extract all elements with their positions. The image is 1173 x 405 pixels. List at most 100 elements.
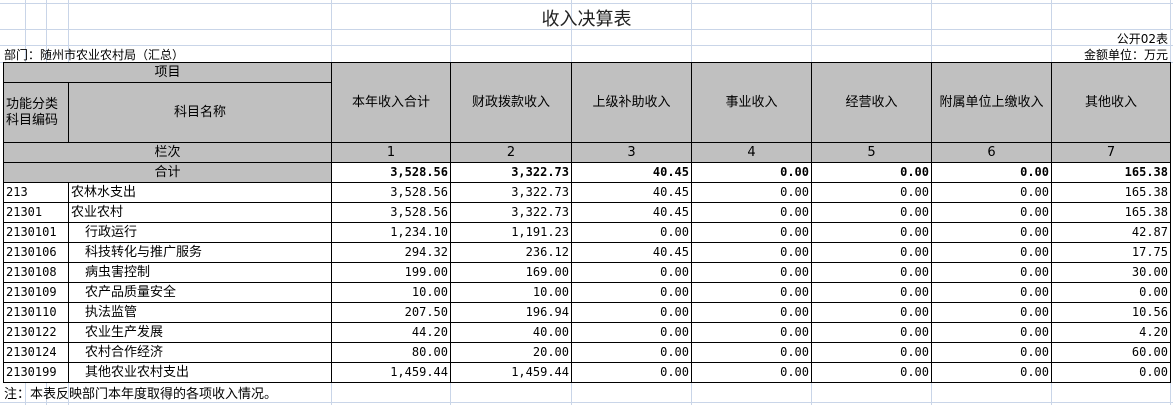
total-row: 合计 3,528.56 3,322.73 40.45 0.00 0.00 0.00 165.3… (3, 162, 1171, 183)
amount-cell: 0.00 (811, 322, 932, 343)
amount-cell: 80.00 (331, 342, 451, 363)
column-index: 6 (931, 142, 1052, 163)
amount-cell: 0.00 (811, 262, 932, 283)
amount-cell: 0.00 (811, 222, 932, 243)
header-row: 项目 本年收入合计 财政拨款收入 上级补助收入 事业收入 经营收入 附属单位上缴收入 其他收入 (3, 62, 1171, 143)
amount-cell: 0.00 (811, 302, 932, 323)
table-row: 21301 农业农村 3,528.56 3,322.73 40.45 0.00 0.00 0.… (3, 202, 1171, 223)
amount-cell: 40.00 (450, 322, 572, 343)
subject-name: 其他农业农村支出 (68, 362, 332, 383)
amount-cell: 20.00 (450, 342, 572, 363)
amount-cell: 10.00 (450, 282, 572, 303)
amount-cell: 0.00 (691, 222, 812, 243)
amount-cell: 1,459.44 (331, 362, 451, 383)
amount-cell: 0.00 (571, 342, 692, 363)
amount-cell: 0.00 (571, 322, 692, 343)
amount-cell: 236.12 (450, 242, 572, 263)
subject-code: 2130110 (3, 302, 69, 323)
amount-cell: 40.45 (571, 202, 692, 223)
amount-cell: 0.00 (931, 302, 1052, 323)
total-value: 0.00 (691, 162, 812, 183)
column-index: 2 (450, 142, 572, 163)
total-label: 合计 (3, 162, 332, 183)
amount-cell: 42.87 (1051, 222, 1171, 243)
amount-cell: 0.00 (571, 362, 692, 383)
amount-cell: 0.00 (931, 182, 1052, 203)
subject-code: 2130101 (3, 222, 69, 243)
amount-cell: 199.00 (331, 262, 451, 283)
amount-cell: 0.00 (811, 282, 932, 303)
amount-cell: 0.00 (571, 222, 692, 243)
amount-cell: 44.20 (331, 322, 451, 343)
subject-name: 农产品质量安全 (68, 282, 332, 303)
amount-cell: 0.00 (811, 242, 932, 263)
amount-cell: 10.00 (331, 282, 451, 303)
amount-cell: 0.00 (931, 282, 1052, 303)
form-number: 公开02表 (1116, 32, 1168, 46)
amount-cell: 0.00 (571, 282, 692, 303)
table-row: 2130109 农产品质量安全 10.00 10.00 0.00 0.00 0.00 0.00… (3, 282, 1171, 303)
subject-name: 科技转化与推广服务 (68, 242, 332, 263)
column-header: 附属单位上缴收入 (931, 62, 1052, 143)
amount-cell: 3,322.73 (450, 182, 572, 203)
amount-cell: 0.00 (931, 342, 1052, 363)
amount-cell: 207.50 (331, 302, 451, 323)
amount-cell: 169.00 (450, 262, 572, 283)
subject-code: 2130199 (3, 362, 69, 383)
column-index: 5 (811, 142, 932, 163)
amount-cell: 0.00 (811, 182, 932, 203)
amount-cell: 0.00 (931, 222, 1052, 243)
table-row: 2130199 其他农业农村支出 1,459.44 1,459.44 0.00 0.00 0… (3, 362, 1171, 383)
column-header: 经营收入 (811, 62, 932, 143)
amount-cell: 60.00 (1051, 342, 1171, 363)
amount-cell: 17.75 (1051, 242, 1171, 263)
total-value: 40.45 (571, 162, 692, 183)
amount-cell: 3,322.73 (450, 202, 572, 223)
amount-cell: 3,528.56 (331, 202, 451, 223)
column-header: 本年收入合计 (331, 62, 451, 143)
subject-code: 213 (3, 182, 69, 203)
unit-label: 金额单位：万元 (1083, 48, 1168, 62)
gridline (0, 402, 1173, 403)
total-value: 3,322.73 (450, 162, 572, 183)
subject-name: 病虫害控制 (68, 262, 332, 283)
amount-cell: 0.00 (811, 362, 932, 383)
amount-cell: 0.00 (571, 302, 692, 323)
amount-cell: 40.45 (571, 182, 692, 203)
table-row: 2130110 执法监管 207.50 196.94 0.00 0.00 0.00 0.00 1… (3, 302, 1171, 323)
page-title: 收入决算表 (541, 9, 632, 30)
gridline (0, 3, 1173, 4)
column-index: 7 (1051, 142, 1171, 163)
column-header: 其他收入 (1051, 62, 1171, 143)
column-header: 上级补助收入 (571, 62, 692, 143)
column-header: 事业收入 (691, 62, 812, 143)
gridline (0, 29, 1173, 30)
amount-cell: 165.38 (1051, 182, 1171, 203)
header-row: 功能分类科目编码 科目名称 (3, 82, 1171, 143)
subject-name: 农业农村 (68, 202, 332, 223)
amount-cell: 0.00 (931, 262, 1052, 283)
amount-cell: 0.00 (691, 322, 812, 343)
department-label: 部门：随州市农业农村局（汇总） (4, 48, 185, 62)
table-row: 2130108 病虫害控制 199.00 169.00 0.00 0.00 0.00 0.00… (3, 262, 1171, 283)
column-index: 1 (331, 142, 451, 163)
amount-cell: 0.00 (691, 282, 812, 303)
subject-name: 农业生产发展 (68, 322, 332, 343)
header-project: 项目 (3, 62, 332, 83)
total-value: 165.38 (1051, 162, 1171, 183)
gridline (0, 45, 1173, 46)
total-value: 0.00 (931, 162, 1052, 183)
amount-cell: 0.00 (691, 342, 812, 363)
column-index: 4 (691, 142, 812, 163)
column-index-row: 栏次 1 2 3 4 5 6 7 (3, 142, 1171, 163)
amount-cell: 0.00 (811, 342, 932, 363)
amount-cell: 0.00 (931, 322, 1052, 343)
column-index: 3 (571, 142, 692, 163)
table-row: 2130101 行政运行 1,234.10 1,191.23 0.00 0.00 0.00 0… (3, 222, 1171, 243)
amount-cell: 0.00 (1051, 362, 1171, 383)
amount-cell: 165.38 (1051, 202, 1171, 223)
header-code: 功能分类科目编码 (3, 82, 69, 143)
amount-cell: 40.45 (571, 242, 692, 263)
amount-cell: 196.94 (450, 302, 572, 323)
column-index-label: 栏次 (3, 142, 332, 163)
